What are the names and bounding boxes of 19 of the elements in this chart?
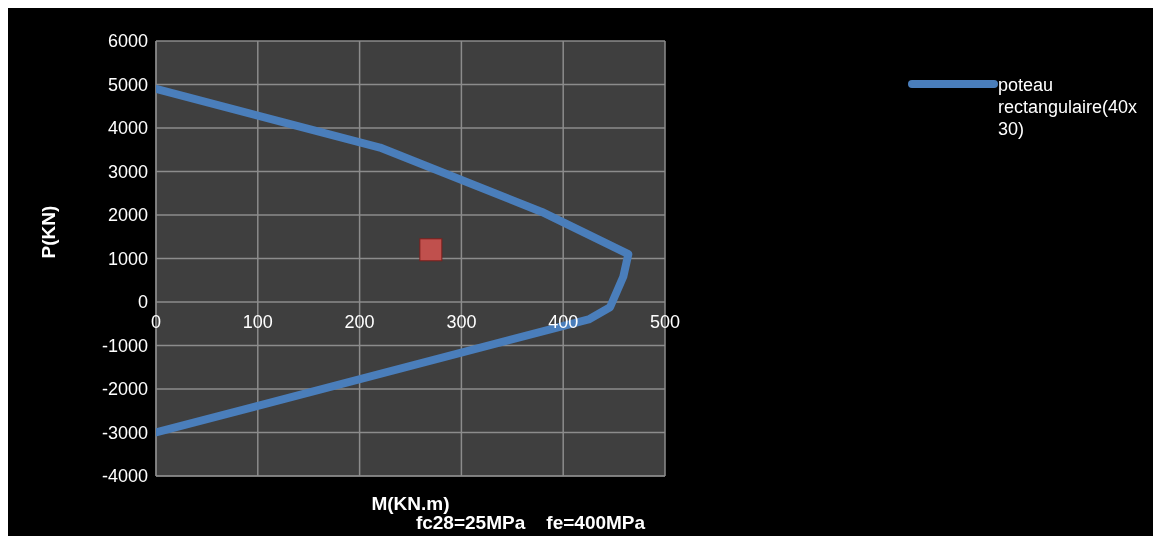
y-tick-label: -1000 bbox=[101, 335, 148, 356]
y-tick-label: 4000 bbox=[107, 118, 148, 139]
legend-label: poteau rectangulaire(40x30) bbox=[998, 74, 1138, 140]
x-tick-label: 100 bbox=[242, 312, 273, 332]
y-tick-label: 0 bbox=[137, 292, 148, 313]
y-tick-label: 3000 bbox=[107, 161, 148, 182]
y-axis-title: P(KN) bbox=[37, 205, 59, 259]
x-tick-label: 0 bbox=[150, 312, 162, 332]
x-tick-label: 500 bbox=[649, 312, 681, 332]
y-tick-label: 2000 bbox=[107, 205, 148, 226]
y-tick-label: 1000 bbox=[107, 248, 148, 269]
y-tick-label: 5000 bbox=[107, 74, 148, 95]
y-tick-label: -2000 bbox=[101, 379, 148, 400]
x-tick-label: 200 bbox=[344, 312, 375, 332]
y-tick-label: -4000 bbox=[101, 466, 148, 487]
x-tick-label: 300 bbox=[446, 312, 477, 332]
y-tick-label: 6000 bbox=[107, 31, 148, 52]
y-tick-label: -3000 bbox=[101, 422, 148, 443]
x-axis-title: M(KN.m) bbox=[371, 493, 450, 514]
